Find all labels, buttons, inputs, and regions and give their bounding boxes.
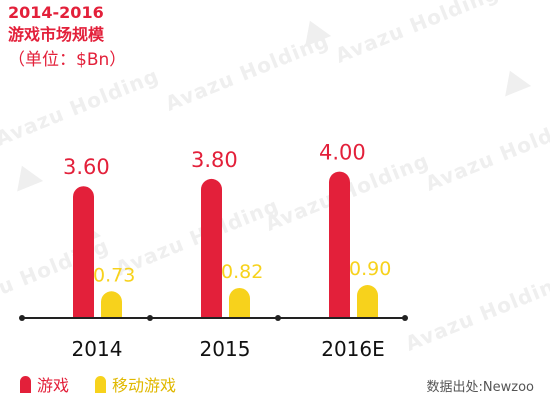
data-label-games-2014: 3.60 [63,155,110,179]
x-axis-dot [402,315,408,321]
data-label-games-2016E: 4.00 [319,141,366,165]
bar-games-2015 [201,178,222,318]
legend-swatch-mobile-games [95,375,107,393]
source-note: 数据出处:Newzoo [426,380,534,395]
x-axis-dot [275,315,281,321]
legend-item-games: 游戏 [20,372,69,396]
legend-swatch-games [20,375,31,393]
x-axis-dot [19,315,25,321]
x-axis-dot [147,315,153,321]
chart-title-line1: 2014-2016 [8,3,104,22]
bar-games-2016E [329,171,350,318]
chart-unit-label: （单位：$Bn） [8,50,127,70]
bar-games-2014 [73,186,94,318]
chart-title-block: 2014-2016 游戏市场规模 （单位：$Bn） [8,2,126,72]
data-label-mobile-games-2015: 0.82 [221,261,263,283]
legend-label-mobile-games: 移动游戏 [112,376,177,395]
legend-label-games: 游戏 [37,376,70,395]
data-label-mobile-games-2014: 0.73 [93,264,135,286]
x-tick-label-2014: 2014 [72,337,123,361]
bar-mobile-games-2014 [101,291,122,318]
data-label-mobile-games-2016E: 0.90 [349,258,391,280]
legend: 游戏 移动游戏 [20,372,202,396]
bar-mobile-games-2015 [229,287,250,318]
x-tick-label-2015: 2015 [200,337,251,361]
bar-mobile-games-2016E [357,285,378,318]
data-label-games-2015: 3.80 [191,148,238,172]
x-tick-label-2016E: 2016E [321,337,385,361]
chart-title-line2: 游戏市场规模 [8,25,105,44]
legend-item-mobile-games: 移动游戏 [95,372,176,396]
